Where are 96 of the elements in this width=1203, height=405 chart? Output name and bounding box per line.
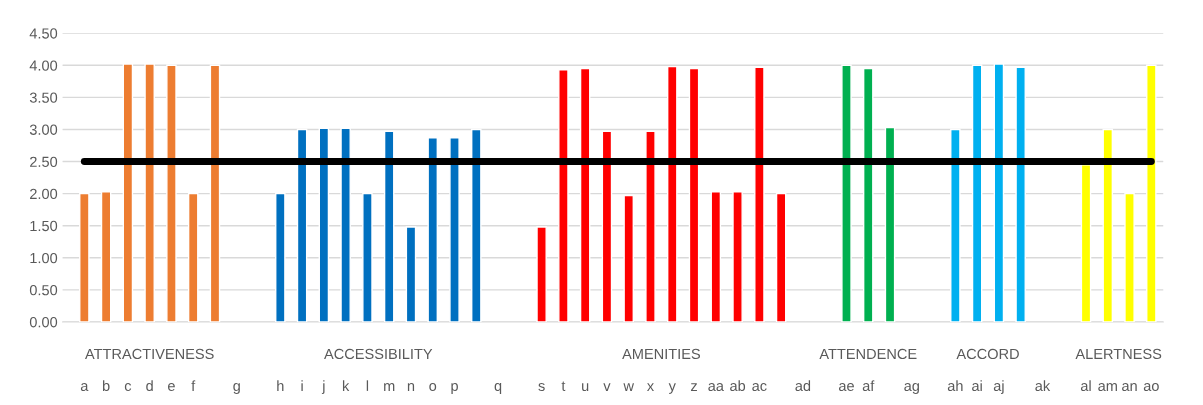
x-tick-label: ag xyxy=(904,383,919,394)
y-tick-label: 4.50 xyxy=(29,28,58,39)
x-tick-label: c xyxy=(124,383,132,392)
bar xyxy=(405,226,417,322)
bar xyxy=(318,127,330,322)
x-tick-label: d xyxy=(146,380,153,392)
bar xyxy=(166,64,177,322)
x-tick-label: u xyxy=(582,383,589,392)
x-tick-label: f xyxy=(191,380,196,391)
text: ATTENDENCE xyxy=(819,348,917,360)
series-label: AMENITIES xyxy=(622,348,701,360)
bar xyxy=(1015,66,1026,322)
x-tick-label: z xyxy=(690,383,697,391)
x-tick-label: l xyxy=(366,380,369,391)
y-tick-label: 3.00 xyxy=(29,124,58,135)
y-tick-label: 1.00 xyxy=(30,252,58,264)
bar xyxy=(383,130,395,322)
bar xyxy=(732,191,743,322)
x-tick-label: ad xyxy=(795,380,811,392)
bar xyxy=(950,128,961,322)
series-label: ALERTNESS xyxy=(1075,348,1162,360)
x-tick-label: b xyxy=(102,380,110,392)
bar xyxy=(1080,164,1092,322)
bar xyxy=(558,69,569,322)
bar xyxy=(187,192,199,322)
bar xyxy=(862,67,874,322)
bar xyxy=(884,126,896,322)
y-tick-label: 0.00 xyxy=(29,317,58,328)
x-tick-label: ak xyxy=(1035,380,1051,392)
bar xyxy=(209,64,221,322)
x-tick-label: af xyxy=(862,380,875,392)
bar xyxy=(775,192,787,322)
bar xyxy=(79,192,90,322)
bar xyxy=(1146,64,1157,322)
x-tick-label: t xyxy=(561,381,566,391)
bar xyxy=(362,192,373,322)
x-tick-label: y xyxy=(668,383,676,394)
x-tick-label: ao xyxy=(1143,383,1159,392)
x-tick-label: p xyxy=(451,383,458,394)
bar xyxy=(601,130,613,322)
bar xyxy=(710,191,722,322)
bar xyxy=(688,67,700,322)
bar xyxy=(296,128,308,322)
bar xyxy=(623,194,634,322)
bar xyxy=(1102,128,1114,322)
x-tick-label: h xyxy=(277,380,284,391)
bar xyxy=(449,137,460,322)
x-tick-label: am xyxy=(1098,383,1117,392)
bar xyxy=(971,64,983,322)
x-tick-label: m xyxy=(384,383,395,391)
x-tick-label: ae xyxy=(838,383,854,392)
bar xyxy=(471,128,482,322)
x-tick-label: ab xyxy=(730,380,746,392)
bar xyxy=(427,137,439,322)
series-label: ACCORD xyxy=(956,348,1019,360)
x-tick-label: k xyxy=(342,380,350,391)
x-tick-label: i xyxy=(301,380,303,391)
bar xyxy=(100,191,112,322)
bar xyxy=(536,226,547,322)
series-label: ATTRACTIVENESS xyxy=(84,348,214,360)
x-tick-label: j xyxy=(321,380,325,394)
x-tick-label: aa xyxy=(708,383,724,392)
y-tick-label: 2.00 xyxy=(30,188,58,200)
y-tick-label: 0.50 xyxy=(29,284,58,296)
bar xyxy=(754,66,765,322)
y-tick-label: 4.00 xyxy=(29,60,58,71)
x-tick-label: n xyxy=(407,383,415,391)
x-tick-label: a xyxy=(80,383,89,392)
y-tick-label: 1.50 xyxy=(30,220,58,232)
x-tick-label: s xyxy=(538,383,545,392)
x-tick-label: o xyxy=(429,383,437,392)
bar xyxy=(645,130,656,322)
x-tick-label: v xyxy=(603,383,611,391)
bar xyxy=(340,127,351,322)
x-tick-label: q xyxy=(494,383,502,394)
bar xyxy=(666,65,678,322)
x-tick-label: e xyxy=(168,383,175,392)
bar xyxy=(275,192,286,322)
bar xyxy=(144,63,155,322)
x-tick-label: ah xyxy=(947,380,963,392)
series-label: ACCESSIBILITY xyxy=(324,348,433,360)
bar xyxy=(993,63,1005,322)
bar xyxy=(841,64,852,322)
x-tick-label: ai xyxy=(972,380,982,392)
x-tick-label: w xyxy=(623,383,635,391)
y-tick-label: 2.50 xyxy=(30,156,58,167)
y-tick-label: 3.50 xyxy=(29,92,58,103)
x-tick-label: aj xyxy=(993,380,1004,394)
x-tick-label: x xyxy=(647,383,654,391)
x-tick-label: al xyxy=(1080,380,1091,392)
bar xyxy=(122,63,134,322)
x-tick-label: ac xyxy=(752,383,767,392)
bar xyxy=(1124,192,1135,322)
bar xyxy=(579,67,591,322)
x-tick-label: g xyxy=(233,383,240,394)
x-tick-label: an xyxy=(1122,383,1137,392)
